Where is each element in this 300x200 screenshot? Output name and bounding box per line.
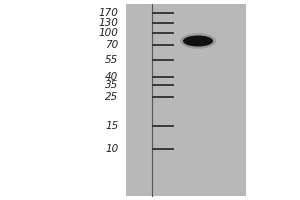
Text: 70: 70 bbox=[105, 40, 119, 50]
Text: 25: 25 bbox=[105, 92, 119, 102]
FancyBboxPatch shape bbox=[126, 4, 246, 196]
Text: 40: 40 bbox=[105, 72, 119, 82]
Text: 55: 55 bbox=[105, 55, 119, 65]
Text: 35: 35 bbox=[105, 80, 119, 90]
Text: 130: 130 bbox=[99, 18, 118, 28]
Ellipse shape bbox=[183, 36, 213, 46]
Text: 170: 170 bbox=[99, 8, 118, 18]
Ellipse shape bbox=[180, 33, 216, 49]
Text: 15: 15 bbox=[105, 121, 119, 131]
Text: 100: 100 bbox=[99, 28, 118, 38]
Text: 10: 10 bbox=[105, 144, 119, 154]
